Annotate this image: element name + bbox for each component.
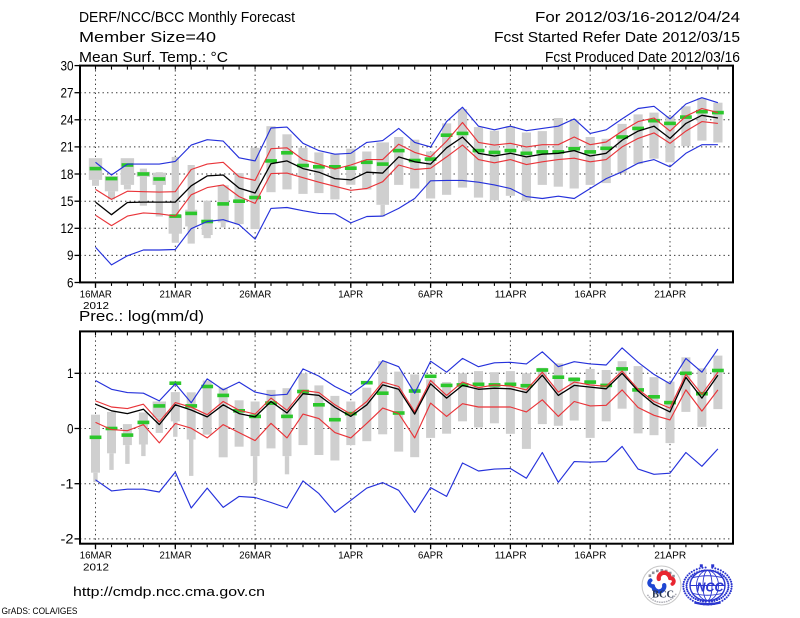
svg-text:http://cmdp.ncc.cma.gov.cn: http://cmdp.ncc.cma.gov.cn bbox=[73, 584, 265, 599]
svg-text:6APR: 6APR bbox=[418, 289, 443, 301]
svg-text:30: 30 bbox=[61, 57, 74, 73]
svg-text:21MAR: 21MAR bbox=[160, 550, 192, 562]
svg-text:24: 24 bbox=[61, 112, 74, 128]
svg-text:21APR: 21APR bbox=[654, 289, 686, 301]
svg-text:Prec.: log(mm/d): Prec.: log(mm/d) bbox=[79, 309, 204, 325]
svg-text:Member Size=40: Member Size=40 bbox=[79, 30, 216, 46]
svg-text:DERF/NCC/BCC Monthly Forecast: DERF/NCC/BCC Monthly Forecast bbox=[79, 10, 295, 26]
svg-text:BCC: BCC bbox=[652, 589, 674, 601]
svg-text:2012: 2012 bbox=[83, 562, 109, 574]
svg-text:For 2012/03/16-2012/04/24: For 2012/03/16-2012/04/24 bbox=[535, 10, 740, 26]
svg-text:11APR: 11APR bbox=[495, 289, 527, 301]
svg-text:0: 0 bbox=[67, 420, 74, 436]
svg-text:1APR: 1APR bbox=[338, 289, 363, 301]
svg-text:16MAR: 16MAR bbox=[80, 289, 112, 301]
svg-text:11APR: 11APR bbox=[495, 550, 527, 562]
svg-text:Fcst Started Refer Date 2012/0: Fcst Started Refer Date 2012/03/15 bbox=[494, 30, 740, 46]
svg-text:9: 9 bbox=[67, 247, 74, 263]
svg-text:16APR: 16APR bbox=[574, 550, 606, 562]
svg-text:Mean Surf. Temp.: °C: Mean Surf. Temp.: °C bbox=[79, 50, 228, 66]
svg-text:12: 12 bbox=[61, 220, 74, 236]
svg-text:GrADS: COLA/IGES: GrADS: COLA/IGES bbox=[2, 606, 78, 617]
svg-text:26MAR: 26MAR bbox=[239, 550, 271, 562]
svg-text:27: 27 bbox=[61, 85, 74, 101]
svg-text:1APR: 1APR bbox=[338, 550, 363, 562]
svg-text:21MAR: 21MAR bbox=[160, 289, 192, 301]
svg-text:26MAR: 26MAR bbox=[239, 289, 271, 301]
svg-text:2012: 2012 bbox=[83, 300, 109, 312]
svg-text:16MAR: 16MAR bbox=[80, 550, 112, 562]
svg-text:Fcst Produced Date 2012/03/16: Fcst Produced Date 2012/03/16 bbox=[545, 50, 740, 66]
svg-text:-2: -2 bbox=[61, 531, 74, 547]
svg-text:21: 21 bbox=[61, 139, 74, 155]
svg-text:15: 15 bbox=[61, 193, 74, 209]
svg-text:21APR: 21APR bbox=[654, 550, 686, 562]
svg-text:1: 1 bbox=[67, 365, 74, 381]
svg-text:6APR: 6APR bbox=[418, 550, 443, 562]
svg-text:18: 18 bbox=[61, 166, 74, 182]
svg-text:16APR: 16APR bbox=[574, 289, 606, 301]
svg-text:6: 6 bbox=[67, 274, 74, 290]
svg-text:NCC: NCC bbox=[697, 580, 725, 595]
svg-text:-1: -1 bbox=[61, 476, 74, 492]
